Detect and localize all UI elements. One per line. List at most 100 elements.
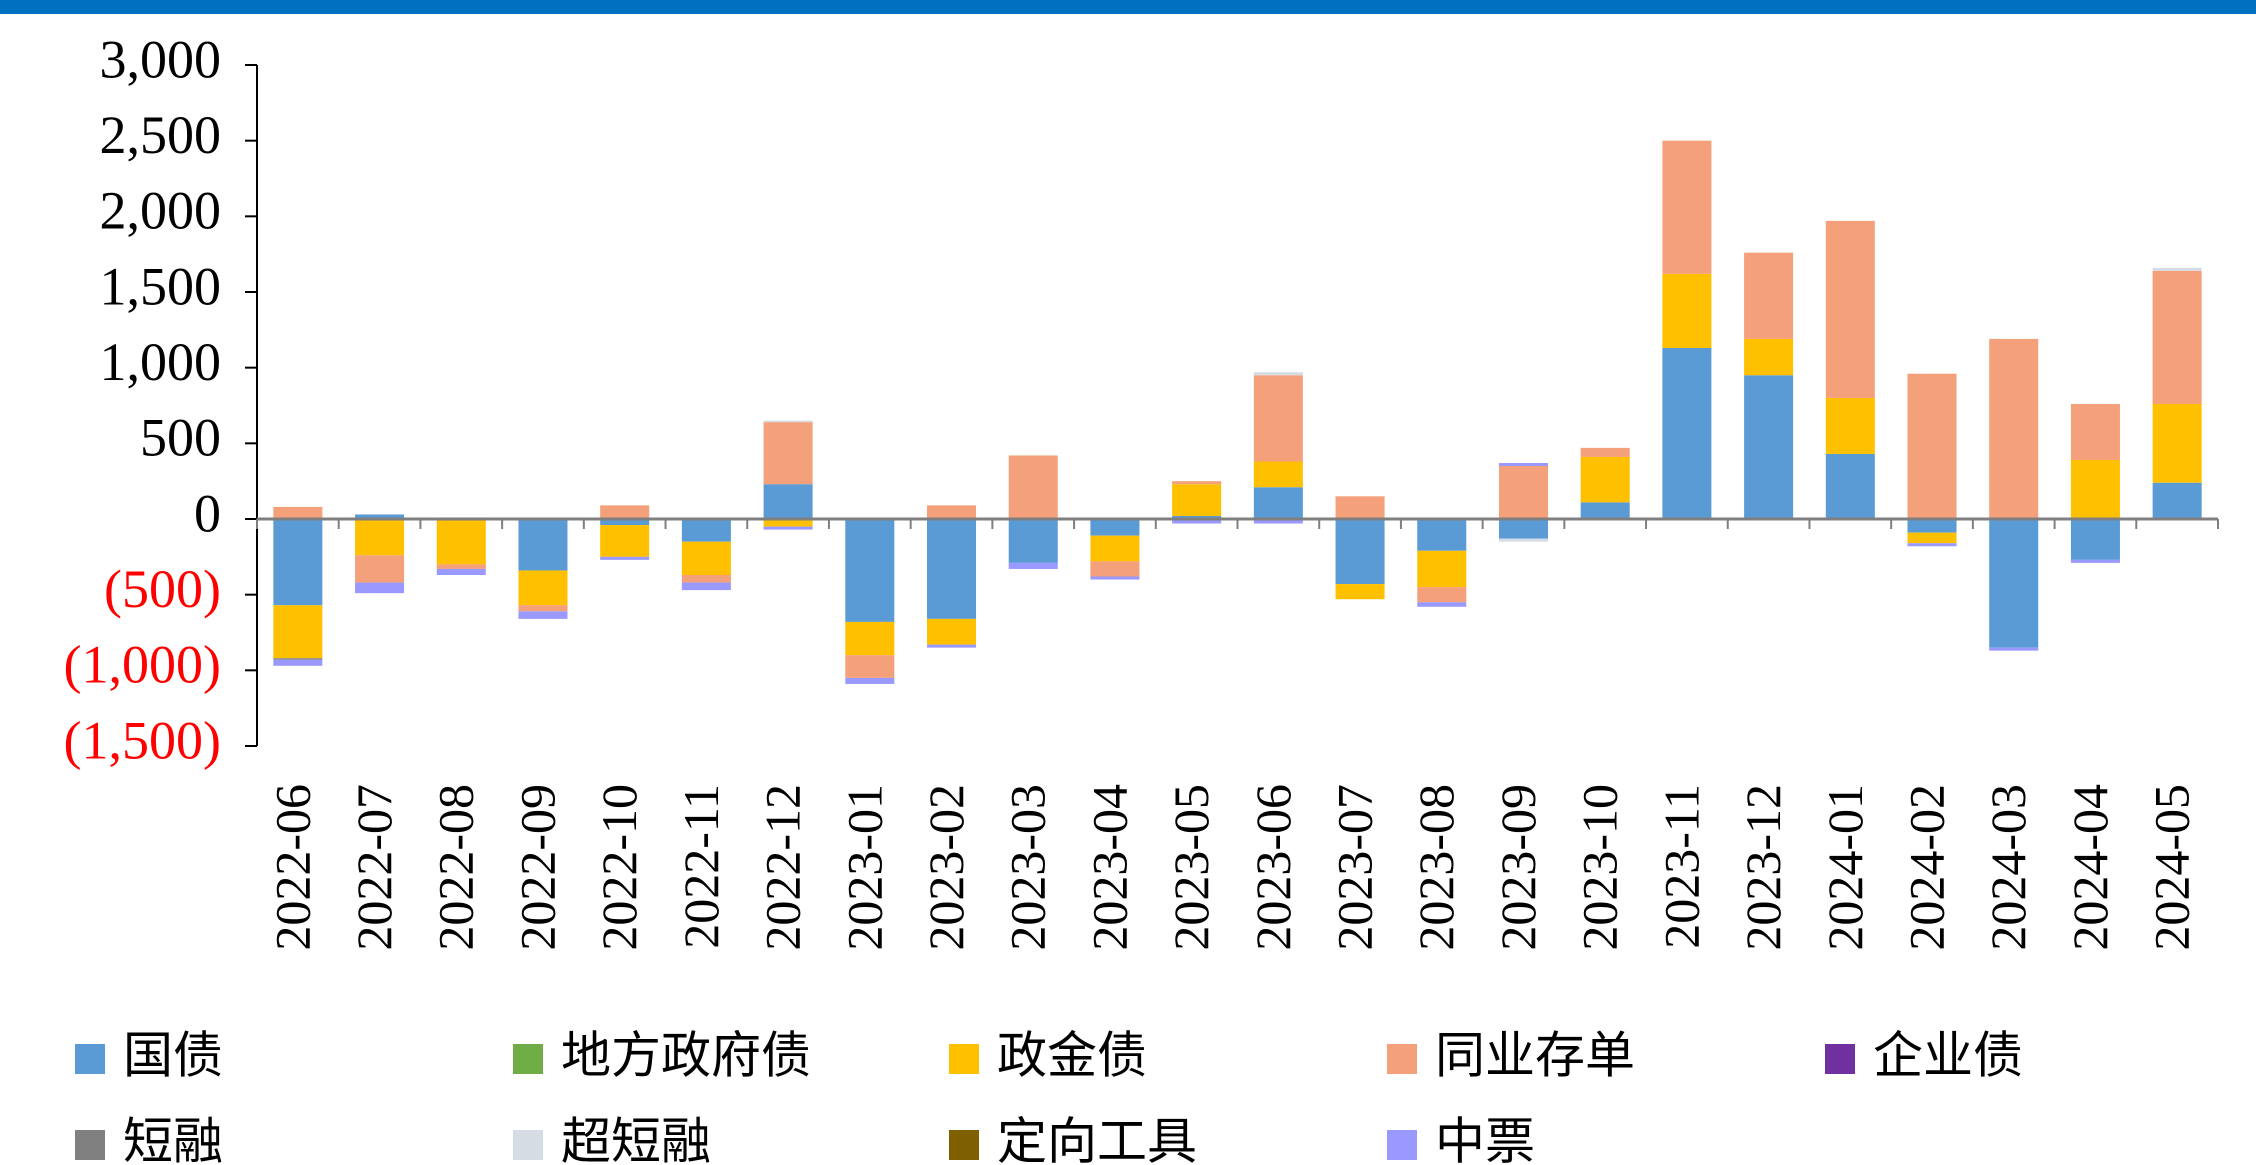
- bar-segment: [355, 582, 405, 594]
- bar-segment: [1498, 466, 1548, 519]
- bar-segment: [845, 621, 895, 656]
- bar-segment: [1172, 484, 1222, 516]
- bar-segment: [1580, 502, 1630, 519]
- bar-segment: [1498, 463, 1548, 467]
- bar-segment: [2070, 559, 2120, 563]
- legend-label: 定向工具: [997, 1113, 1197, 1165]
- bar-segment: [845, 677, 895, 684]
- bar-segment: [355, 519, 405, 556]
- x-tick-label: 2023-01: [836, 784, 892, 951]
- y-tick-label: 0: [194, 483, 221, 543]
- legend-label: 国债: [123, 1027, 223, 1085]
- x-tick-label: 2022-09: [509, 784, 565, 951]
- bar-segment: [1253, 461, 1303, 488]
- bar-segment: [600, 525, 650, 557]
- x-tick-label: 2023-12: [1735, 784, 1791, 951]
- bar-segment: [1989, 647, 2039, 651]
- x-tick-label: 2022-11: [673, 784, 729, 949]
- bar-segment: [600, 505, 650, 519]
- bar-segment: [1744, 338, 1794, 376]
- bar-segment: [1989, 519, 2039, 648]
- bar-segment: [1172, 515, 1222, 519]
- legend-swatch: [75, 1044, 105, 1074]
- y-tick-label: (1,000): [64, 635, 221, 695]
- bar-segment: [1417, 602, 1467, 607]
- x-tick-label: 2024-01: [1817, 784, 1873, 951]
- bar-segment: [600, 556, 650, 560]
- bar-segment: [1253, 487, 1303, 519]
- x-tick-label: 2023-11: [1653, 784, 1709, 949]
- bar-segment: [1253, 519, 1303, 524]
- x-tick-label: 2023-06: [1245, 784, 1301, 951]
- x-tick-label: 2023-05: [1163, 784, 1219, 951]
- legend-swatch: [513, 1130, 543, 1160]
- x-tick-label: 2022-06: [264, 784, 320, 951]
- bar-segment: [2070, 403, 2120, 460]
- legend-label: 同业存单: [1435, 1027, 1635, 1085]
- bar-segment: [845, 519, 895, 622]
- bar-segment: [355, 555, 405, 583]
- legend-label: 超短融: [561, 1113, 711, 1165]
- x-tick-label: 2023-04: [1081, 784, 1137, 951]
- x-tick-label: 2022-08: [428, 784, 484, 951]
- bar-segment: [1253, 372, 1303, 376]
- header-band: [0, 0, 2256, 14]
- bar-segment: [436, 568, 486, 575]
- x-tick-label: 2023-03: [1000, 784, 1056, 951]
- bar-segment: [1662, 347, 1712, 519]
- bar-segment: [763, 420, 813, 423]
- bar-segment: [927, 519, 977, 619]
- bar-segment: [1825, 397, 1875, 454]
- bar-segment: [1498, 519, 1548, 539]
- bar-segment: [2070, 459, 2120, 519]
- bar-segment: [681, 541, 731, 575]
- bar-segment: [1498, 538, 1548, 542]
- bar-segment: [2152, 267, 2202, 271]
- bar-segment: [1090, 535, 1140, 562]
- bar-segment: [1008, 519, 1058, 563]
- bar-segment: [518, 611, 568, 619]
- bar-segment: [436, 519, 486, 565]
- x-tick-label: 2024-04: [2062, 784, 2118, 951]
- bar-segment: [1090, 519, 1140, 536]
- bar-segment: [1907, 543, 1957, 547]
- bar-segment: [1580, 456, 1630, 503]
- bar-segment: [600, 519, 650, 526]
- legend-swatch: [949, 1130, 979, 1160]
- bar-segment: [1825, 220, 1875, 398]
- bar-segment: [436, 564, 486, 569]
- bar-segment: [927, 618, 977, 645]
- bar-segment: [1662, 273, 1712, 348]
- x-tick-label: 2024-02: [1898, 784, 1954, 951]
- legend-label: 企业债: [1873, 1027, 2023, 1085]
- bar-segment: [1335, 519, 1385, 585]
- bar-segment: [518, 570, 568, 606]
- bar-segment: [1008, 455, 1058, 519]
- bar-segment: [1172, 519, 1222, 524]
- bar-segment: [1172, 481, 1222, 485]
- legend-swatch: [75, 1130, 105, 1160]
- bar-segment: [1907, 532, 1957, 544]
- bar-segment: [927, 644, 977, 648]
- x-tick-label: 2023-10: [1572, 784, 1628, 951]
- bar-segment: [1253, 375, 1303, 462]
- y-tick-label: 2,000: [100, 181, 222, 241]
- bar-segment: [518, 605, 568, 612]
- bar-segment: [1744, 375, 1794, 519]
- x-tick-label: 2022-07: [346, 784, 402, 951]
- legend-swatch: [1387, 1130, 1417, 1160]
- bar-segment: [1417, 587, 1467, 603]
- legend-swatch: [1387, 1044, 1417, 1074]
- bar-segment: [1417, 550, 1467, 588]
- bar-segment: [1090, 561, 1140, 577]
- y-tick-label: (1,500): [64, 710, 221, 770]
- bar-segment: [1907, 519, 1957, 533]
- y-tick-label: 1,500: [100, 256, 222, 316]
- legend-label: 政金债: [997, 1027, 1147, 1085]
- bar-segment: [355, 514, 405, 519]
- x-tick-label: 2023-09: [1490, 784, 1546, 951]
- bar-segment: [2152, 270, 2202, 404]
- legend-label: 短融: [123, 1113, 223, 1165]
- bar-segment: [681, 582, 731, 591]
